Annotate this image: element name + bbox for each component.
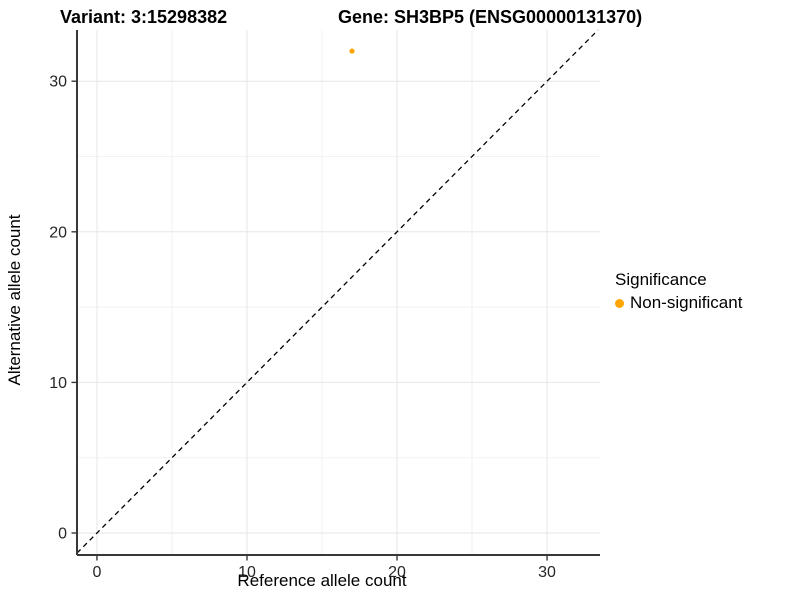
x-tick-label: 20 xyxy=(388,564,406,581)
x-axis-title: Reference allele count xyxy=(237,571,407,590)
plot-title-variant: Variant: 3:15298382 xyxy=(60,7,228,27)
legend-title: Significance xyxy=(615,270,707,289)
identity-reference-line xyxy=(76,29,599,554)
legend-item-non-significant: Non-significant xyxy=(615,293,742,313)
legend-point-swatch xyxy=(615,298,624,308)
legend-item-label: Non-significant xyxy=(630,293,743,312)
data-point xyxy=(349,48,355,54)
y-tick-label: 20 xyxy=(49,224,67,241)
plot-title-gene: Gene: SH3BP5 (ENSG00000131370) xyxy=(338,7,643,27)
x-tick-label: 10 xyxy=(238,564,256,581)
y-tick-label: 0 xyxy=(58,526,67,543)
legend: Significance Non-significant xyxy=(615,270,742,313)
x-tick-label: 0 xyxy=(93,564,102,581)
y-tick-label: 10 xyxy=(49,375,67,392)
y-tick-label: 30 xyxy=(49,74,67,91)
x-tick-label: 30 xyxy=(538,564,556,581)
